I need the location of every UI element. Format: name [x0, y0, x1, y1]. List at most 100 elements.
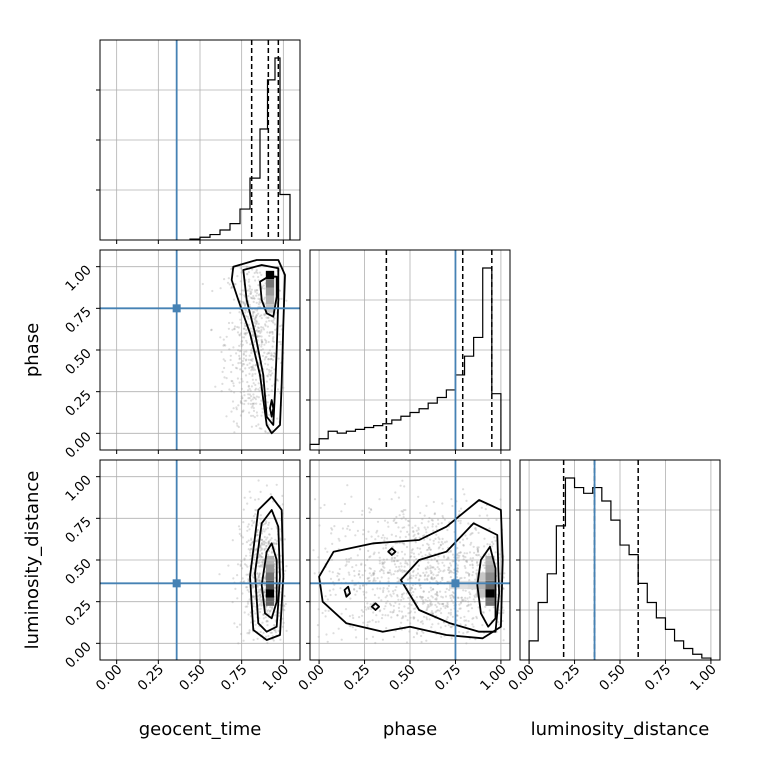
- scatter-point: [474, 578, 477, 581]
- scatter-point: [267, 540, 270, 543]
- scatter-point: [377, 535, 380, 538]
- scatter-point: [446, 605, 449, 609]
- scatter-point: [252, 409, 256, 412]
- scatter-point: [389, 610, 392, 614]
- scatter-point: [472, 545, 475, 548]
- x-tick-label: 1.00: [687, 662, 720, 695]
- scatter-point: [260, 341, 263, 344]
- scatter-point: [353, 569, 356, 573]
- panel-phase-vs-luminosity-distance: 0.00 0.25 0.50 0.75 1.00: [295, 459, 511, 694]
- scatter-point: [258, 301, 261, 304]
- scatter-point: [467, 574, 471, 577]
- contour-line: [260, 542, 278, 620]
- scatter-point: [251, 586, 254, 589]
- scatter-point: [253, 271, 256, 275]
- scatter-point: [236, 331, 240, 334]
- scatter-point: [417, 532, 420, 536]
- scatter-point: [242, 508, 245, 511]
- scatter-point: [438, 609, 441, 612]
- scatter-point: [259, 518, 262, 521]
- scatter-point: [444, 606, 447, 610]
- scatter-point: [233, 325, 237, 328]
- scatter-point: [418, 574, 421, 577]
- scatter-point: [360, 513, 364, 516]
- scatter-point: [463, 576, 466, 579]
- scatter-point: [446, 605, 449, 608]
- scatter-point: [254, 623, 257, 626]
- scatter-point: [230, 286, 234, 289]
- scatter-point: [265, 341, 268, 344]
- scatter-point: [406, 578, 409, 581]
- density-cell: [476, 572, 486, 581]
- y-tick-label: 0.50: [62, 346, 95, 379]
- scatter-point: [471, 623, 474, 626]
- scatter-point: [254, 387, 258, 390]
- scatter-point: [358, 570, 361, 573]
- scatter-point: [436, 518, 440, 521]
- scatter-point: [435, 597, 438, 600]
- scatter-point: [331, 542, 334, 546]
- scatter-point: [447, 556, 450, 559]
- scatter-point: [252, 583, 255, 586]
- scatter-point: [257, 388, 260, 391]
- scatter-point: [478, 514, 481, 517]
- scatter-point: [412, 590, 415, 594]
- scatter-point: [409, 610, 412, 613]
- scatter-point: [446, 528, 449, 532]
- scatter-point: [254, 363, 257, 367]
- scatter-point: [424, 567, 427, 570]
- scatter-point: [376, 529, 379, 533]
- scatter-point: [394, 542, 397, 545]
- scatter-point: [241, 362, 244, 366]
- scatter-point: [451, 591, 454, 594]
- scatter-point: [267, 521, 271, 524]
- scatter-point: [412, 530, 415, 534]
- scatter-point: [263, 543, 266, 546]
- scatter-point: [273, 323, 276, 326]
- scatter-point: [430, 577, 433, 580]
- scatter-point: [261, 411, 264, 414]
- scatter-point: [252, 312, 255, 315]
- scatter-point: [266, 374, 269, 377]
- scatter-point: [409, 591, 412, 595]
- scatter-point: [236, 625, 239, 629]
- scatter-point: [395, 521, 398, 524]
- scatter-point: [265, 380, 268, 383]
- scatter-point: [460, 596, 463, 599]
- scatter-point: [251, 584, 254, 587]
- scatter-point: [324, 595, 327, 598]
- scatter-point: [258, 579, 261, 583]
- scatter-point: [465, 560, 469, 564]
- scatter-point: [233, 391, 236, 394]
- scatter-point: [430, 571, 433, 574]
- scatter-point: [410, 587, 413, 590]
- scatter-point: [260, 542, 264, 545]
- ylabel-phase: phase: [22, 323, 43, 377]
- scatter-point: [432, 542, 435, 545]
- scatter-point: [351, 566, 354, 569]
- scatter-point: [433, 513, 436, 516]
- scatter-point: [362, 533, 365, 536]
- scatter-point: [247, 523, 250, 526]
- scatter-point: [260, 538, 263, 541]
- scatter-point: [272, 336, 275, 339]
- scatter-point: [416, 572, 420, 575]
- scatter-point: [468, 579, 471, 582]
- y-tick-label: 0.75: [62, 304, 95, 337]
- scatter-point: [240, 345, 243, 348]
- scatter-point: [242, 410, 245, 413]
- scatter-point: [231, 363, 234, 367]
- scatter-point: [267, 358, 270, 361]
- scatter-point: [411, 526, 414, 529]
- scatter-point: [258, 561, 261, 564]
- scatter-point: [438, 568, 441, 571]
- scatter-point: [400, 595, 403, 599]
- scatter-point: [385, 627, 388, 630]
- scatter-point: [329, 577, 333, 581]
- scatter-point: [252, 382, 255, 385]
- scatter-point: [473, 551, 476, 554]
- scatter-point: [448, 566, 451, 569]
- scatter-point: [256, 637, 259, 640]
- scatter-point: [432, 500, 435, 504]
- scatter-point: [349, 597, 352, 600]
